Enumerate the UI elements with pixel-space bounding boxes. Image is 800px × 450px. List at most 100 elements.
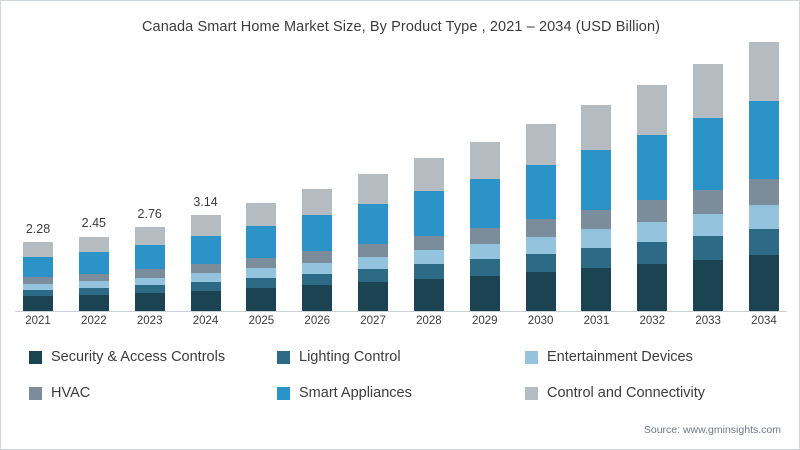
- bar-column[interactable]: [525, 31, 556, 311]
- bar-column[interactable]: 2.76: [134, 31, 165, 311]
- bar-segment[interactable]: [302, 273, 333, 286]
- bar-segment[interactable]: [23, 296, 53, 311]
- bar-segment[interactable]: [134, 245, 165, 270]
- bar-segment[interactable]: [413, 250, 444, 265]
- bar-segment[interactable]: [190, 281, 221, 291]
- bar-segment[interactable]: [581, 248, 612, 269]
- bar-segment[interactable]: [190, 290, 221, 311]
- bar-segment[interactable]: [358, 282, 389, 311]
- bar-segment[interactable]: [693, 64, 724, 119]
- legend-item[interactable]: Lighting Control: [277, 349, 525, 365]
- bar-segment[interactable]: [302, 262, 333, 274]
- bar-segment[interactable]: [78, 273, 109, 282]
- bar-segment[interactable]: [693, 189, 724, 214]
- bar-column[interactable]: 2.28: [23, 31, 53, 311]
- bar-segment[interactable]: [78, 295, 109, 311]
- bar-column[interactable]: [413, 31, 444, 311]
- bar-segment[interactable]: [748, 178, 779, 205]
- bar-segment[interactable]: [637, 85, 668, 135]
- bar-segment[interactable]: [23, 256, 53, 277]
- bar-segment[interactable]: [693, 118, 724, 190]
- bar-segment[interactable]: [23, 276, 53, 284]
- bar-segment[interactable]: [134, 227, 165, 246]
- bar-segment[interactable]: [637, 134, 668, 201]
- bar-segment[interactable]: [581, 268, 612, 311]
- bar-segment[interactable]: [581, 229, 612, 249]
- bar-segment[interactable]: [246, 257, 277, 269]
- bar-segment[interactable]: [525, 272, 556, 311]
- bar-segment[interactable]: [525, 164, 556, 220]
- bar-column[interactable]: [748, 31, 779, 311]
- legend-item[interactable]: Security & Access Controls: [29, 349, 277, 365]
- bar-segment[interactable]: [469, 141, 500, 179]
- bar-segment[interactable]: [413, 158, 444, 192]
- bar-segment[interactable]: [358, 243, 389, 257]
- bar-segment[interactable]: [469, 227, 500, 245]
- bar-segment[interactable]: [525, 123, 556, 165]
- bar-segment[interactable]: [581, 209, 612, 230]
- bar-segment[interactable]: [23, 283, 53, 290]
- bar-column[interactable]: [581, 31, 612, 311]
- bar-segment[interactable]: [693, 235, 724, 260]
- bar-column[interactable]: [637, 31, 668, 311]
- bar-segment[interactable]: [413, 235, 444, 251]
- bar-column[interactable]: [302, 31, 333, 311]
- bar-segment[interactable]: [134, 269, 165, 278]
- bar-segment[interactable]: [581, 149, 612, 210]
- bar-segment[interactable]: [637, 221, 668, 243]
- bar-segment[interactable]: [302, 251, 333, 263]
- bar-segment[interactable]: [302, 285, 333, 311]
- bar-segment[interactable]: [190, 236, 221, 264]
- bar-segment[interactable]: [469, 178, 500, 228]
- bar-segment[interactable]: [78, 236, 109, 253]
- bar-segment[interactable]: [748, 42, 779, 101]
- bar-segment[interactable]: [302, 189, 333, 216]
- legend-item[interactable]: Smart Appliances: [277, 385, 525, 401]
- bar-segment[interactable]: [693, 259, 724, 311]
- bar-column[interactable]: [693, 31, 724, 311]
- bar-segment[interactable]: [358, 256, 389, 270]
- bar-segment[interactable]: [246, 268, 277, 278]
- bar-segment[interactable]: [637, 242, 668, 265]
- bar-column[interactable]: [358, 31, 389, 311]
- bar-segment[interactable]: [190, 215, 221, 237]
- bar-segment[interactable]: [413, 279, 444, 311]
- bar-segment[interactable]: [134, 277, 165, 286]
- legend-item[interactable]: Control and Connectivity: [525, 385, 773, 401]
- bar-segment[interactable]: [581, 104, 612, 150]
- bar-segment[interactable]: [302, 215, 333, 252]
- bar-segment[interactable]: [748, 229, 779, 256]
- bar-segment[interactable]: [23, 289, 53, 297]
- bar-segment[interactable]: [78, 252, 109, 274]
- bar-segment[interactable]: [134, 285, 165, 294]
- bar-segment[interactable]: [134, 293, 165, 311]
- bar-segment[interactable]: [78, 281, 109, 288]
- bar-segment[interactable]: [525, 237, 556, 254]
- bar-segment[interactable]: [358, 203, 389, 244]
- bar-segment[interactable]: [748, 255, 779, 311]
- bar-segment[interactable]: [748, 204, 779, 230]
- bar-segment[interactable]: [413, 264, 444, 280]
- legend-item[interactable]: HVAC: [29, 385, 277, 401]
- bar-segment[interactable]: [246, 203, 277, 227]
- bar-segment[interactable]: [748, 100, 779, 179]
- bar-column[interactable]: [246, 31, 277, 311]
- bar-segment[interactable]: [525, 253, 556, 273]
- bar-segment[interactable]: [246, 277, 277, 289]
- bar-segment[interactable]: [246, 226, 277, 258]
- bar-segment[interactable]: [469, 259, 500, 276]
- bar-segment[interactable]: [190, 272, 221, 282]
- bar-segment[interactable]: [358, 269, 389, 283]
- bar-column[interactable]: 2.45: [78, 31, 109, 311]
- bar-column[interactable]: [469, 31, 500, 311]
- bar-segment[interactable]: [413, 191, 444, 236]
- bar-segment[interactable]: [637, 200, 668, 222]
- bar-segment[interactable]: [469, 244, 500, 260]
- bar-segment[interactable]: [637, 264, 668, 311]
- bar-column[interactable]: 3.14: [190, 31, 221, 311]
- legend-item[interactable]: Entertainment Devices: [525, 349, 773, 365]
- bar-segment[interactable]: [469, 275, 500, 311]
- bar-segment[interactable]: [246, 288, 277, 311]
- bar-segment[interactable]: [693, 213, 724, 236]
- bar-segment[interactable]: [358, 174, 389, 204]
